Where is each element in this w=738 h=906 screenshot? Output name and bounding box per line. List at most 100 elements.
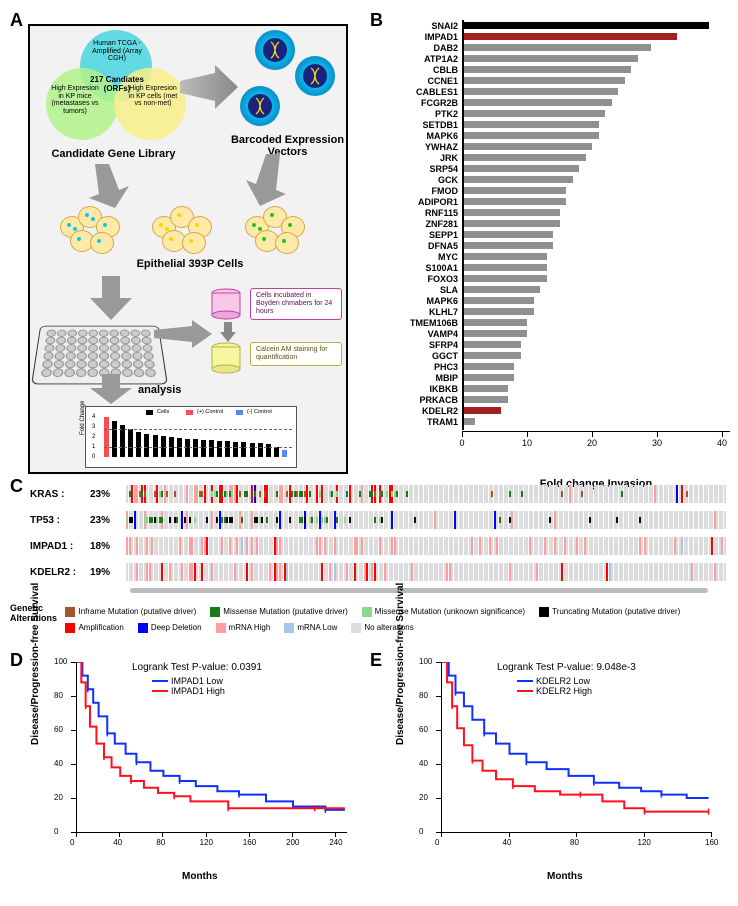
virus-icon <box>255 30 295 70</box>
gene-label: DAB2 <box>375 43 462 53</box>
bar-row: SETDB1 <box>375 119 730 130</box>
gene-label: CABLES1 <box>375 87 462 97</box>
gene-label: MYC <box>375 252 462 262</box>
km-plot-kdelr2: Logrank Test P-value: 9.048e-3 KDELR2 Lo… <box>397 650 727 880</box>
gene-label: SLA <box>375 285 462 295</box>
legend-cells: Cells <box>157 409 169 415</box>
gene-label: PRKACB <box>375 395 462 405</box>
legend-item: Inframe Mutation (putative driver) <box>65 607 196 617</box>
bar-row: SRP54 <box>375 163 730 174</box>
km-legend: IMPAD1 Low IMPAD1 High <box>152 676 225 696</box>
x-axis: 010203040 <box>462 431 730 462</box>
bar-row: TMEM106B <box>375 317 730 328</box>
bar-row: SFRP4 <box>375 339 730 350</box>
venn-center-label: 217 Candiates (ORFs) <box>86 75 148 93</box>
boyden-chamber-icon <box>210 288 242 318</box>
bar-row: SEPP1 <box>375 229 730 240</box>
bar-row: YWHAZ <box>375 141 730 152</box>
panel-c-oncoprint: KRAS :23%TP53 :23%IMPAD1 :18%KDELR2 :19%… <box>10 480 728 645</box>
gene-label: IKBKB <box>375 384 462 394</box>
legend-low: IMPAD1 Low <box>171 676 223 686</box>
venn-label-top: Human TCGA - Amplified (Array CGH) <box>88 40 146 63</box>
onco-row: KRAS :23% <box>30 484 728 504</box>
bar-row: IKBKB <box>375 383 730 394</box>
panel-d-km: Logrank Test P-value: 0.0391 IMPAD1 Low … <box>10 650 365 895</box>
km-ylabel: Disease/Progression-free Survival <box>395 583 406 745</box>
chamber-text-top: Cells incubated in Boyden chmabers for 2… <box>250 288 342 320</box>
km-xlabel: Months <box>547 871 583 882</box>
bar-row: MAPK6 <box>375 295 730 306</box>
arrow-icon <box>230 154 290 209</box>
bar-row: CABLES1 <box>375 86 730 97</box>
legend-high: KDELR2 High <box>536 686 592 696</box>
mini-ylabel: Fold Change <box>80 401 86 435</box>
gene-label: PTK2 <box>375 109 462 119</box>
virus-icon <box>295 56 335 96</box>
arrow-icon <box>154 320 214 350</box>
gene-label: RNF115 <box>375 208 462 218</box>
arrow-icon <box>90 374 140 404</box>
bar-row: FCGR2B <box>375 97 730 108</box>
virus-icon <box>240 86 280 126</box>
km-legend: KDELR2 Low KDELR2 High <box>517 676 592 696</box>
gene-label: MBIP <box>375 373 462 383</box>
arrow-icon <box>220 322 236 342</box>
gene-label: SRP54 <box>375 164 462 174</box>
gene-label: ZNF281 <box>375 219 462 229</box>
bar-row: ADIPOR1 <box>375 196 730 207</box>
gene-label: TMEM106B <box>375 318 462 328</box>
legend-item: mRNA Low <box>284 623 337 633</box>
legend-item: Deep Deletion <box>138 623 202 633</box>
bar-row: KDELR2 <box>375 405 730 416</box>
bar-row: ATP1A2 <box>375 53 730 64</box>
onco-scale-bar <box>130 588 708 593</box>
arrow-icon <box>90 276 140 321</box>
gene-label: TRAM1 <box>375 417 462 427</box>
bar-row: S100A1 <box>375 262 730 273</box>
km-ylabel: Disease/Progression-free Survival <box>30 583 41 745</box>
bar-row: DAB2 <box>375 42 730 53</box>
bar-row: PHC3 <box>375 361 730 372</box>
invasion-bar-chart: SNAI2IMPAD1DAB2ATP1A2CBLBCCNE1CABLES1FCG… <box>375 20 730 470</box>
gene-label: MAPK6 <box>375 131 462 141</box>
bar-row: CBLB <box>375 64 730 75</box>
bar-row: SNAI2 <box>375 20 730 31</box>
bar-row: TRAM1 <box>375 416 730 427</box>
cell-cluster <box>60 206 130 261</box>
cells-label: Epithelial 393P Cells <box>110 258 270 270</box>
gene-label: PHC3 <box>375 362 462 372</box>
bar-row: SLA <box>375 284 730 295</box>
gene-label: KDELR2 <box>375 406 462 416</box>
gene-label: SETDB1 <box>375 120 462 130</box>
calcein-chamber-icon <box>210 342 242 372</box>
gene-label: GCK <box>375 175 462 185</box>
onco-row: IMPAD1 :18% <box>30 536 728 556</box>
legend-low: KDELR2 Low <box>536 676 590 686</box>
bar-row: MYC <box>375 251 730 262</box>
gene-label: SEPP1 <box>375 230 462 240</box>
gene-label: FCGR2B <box>375 98 462 108</box>
km-plot-impad1: Logrank Test P-value: 0.0391 IMPAD1 Low … <box>32 650 362 880</box>
gene-label: KLHL7 <box>375 307 462 317</box>
bar-row: FOXO3 <box>375 273 730 284</box>
legend-high: IMPAD1 High <box>171 686 225 696</box>
bar-row: IMPAD1 <box>375 31 730 42</box>
km-xlabel: Months <box>182 871 218 882</box>
gene-label: ATP1A2 <box>375 54 462 64</box>
arrow-icon <box>85 164 145 209</box>
gene-label: SFRP4 <box>375 340 462 350</box>
bar-row: MAPK6 <box>375 130 730 141</box>
legend-item: Amplification <box>65 623 123 633</box>
gene-label: FOXO3 <box>375 274 462 284</box>
gene-label: S100A1 <box>375 263 462 273</box>
gene-label: CCNE1 <box>375 76 462 86</box>
cell-cluster <box>245 206 315 261</box>
legend-item: mRNA High <box>216 623 271 633</box>
legend-pos: (+) Control <box>197 409 223 415</box>
bar-row: CCNE1 <box>375 75 730 86</box>
bar-row: JRK <box>375 152 730 163</box>
onco-row: TP53 :23% <box>30 510 728 530</box>
cell-cluster <box>152 206 222 261</box>
bar-row: GGCT <box>375 350 730 361</box>
y-axis-line <box>462 20 464 430</box>
